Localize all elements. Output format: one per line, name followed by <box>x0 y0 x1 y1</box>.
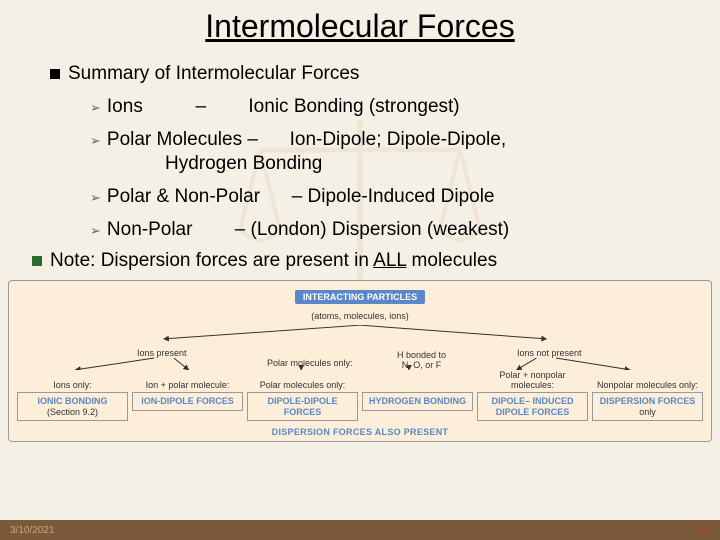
mid-branch-row: Ions present Ions not present Polar mole… <box>17 348 703 370</box>
force-col-2: Polar molecules only: DIPOLE-DIPOLE FORC… <box>247 370 358 421</box>
force-box: DIPOLE-DIPOLE FORCES <box>247 392 358 421</box>
arrow-bullet-icon: ➢ <box>90 133 101 149</box>
bullet-ions: ➢ Ions – Ionic Bonding (strongest) <box>90 95 700 120</box>
force-col-1: Ion + polar molecule: ION-DIPOLE FORCES <box>132 370 243 421</box>
summary-heading: Summary of Intermolecular Forces <box>68 63 359 85</box>
bullet-polar-molecules: ➢ Polar Molecules – Ion-Dipole; Dipole-D… <box>90 128 700 177</box>
summary-heading-row: Summary of Intermolecular Forces <box>50 63 700 85</box>
footer: 3/10/2021 35 <box>0 520 720 540</box>
force-boxes-row: Ions only: IONIC BONDING(Section 9.2) Io… <box>17 370 703 421</box>
bullet-nonpolar: ➢ Non-Polar – (London) Dispersion (weake… <box>90 218 700 243</box>
arrow-bullet-icon: ➢ <box>90 223 101 239</box>
forces-diagram: INTERACTING PARTICLES (atoms, molecules,… <box>8 280 712 442</box>
arrow-bullet-icon: ➢ <box>90 100 101 116</box>
force-box: DIPOLE– INDUCED DIPOLE FORCES <box>477 392 588 421</box>
top-branch-arrows <box>17 325 703 343</box>
force-col-0: Ions only: IONIC BONDING(Section 9.2) <box>17 370 128 421</box>
diagram-header-box: INTERACTING PARTICLES <box>295 290 425 304</box>
square-bullet-icon <box>32 256 42 266</box>
note-text: Note: Dispersion forces are present in A… <box>50 250 497 272</box>
page-title: Intermolecular Forces <box>20 8 700 45</box>
force-col-4: Polar + nonpolar molecules: DIPOLE– INDU… <box>477 370 588 421</box>
diagram-bottom-strip: DISPERSION FORCES ALSO PRESENT <box>17 427 703 437</box>
force-box: DISPERSION FORCESonly <box>592 392 703 421</box>
square-bullet-icon <box>50 69 60 79</box>
force-col-3: HYDROGEN BONDING <box>362 370 473 421</box>
footer-date: 3/10/2021 <box>10 525 55 536</box>
diagram-header: INTERACTING PARTICLES <box>17 287 703 305</box>
bullet-ions-text: Ions – Ionic Bonding (strongest) <box>107 95 460 120</box>
note-row: Note: Dispersion forces are present in A… <box>32 250 700 272</box>
footer-page: 35 <box>699 525 710 536</box>
bullet-nonpolar-text: Non-Polar – (London) Dispersion (weakest… <box>107 218 509 243</box>
bullet-polar-molecules-text: Polar Molecules – Ion-Dipole; Dipole-Dip… <box>107 128 506 177</box>
bullet-polar-nonpolar: ➢ Polar & Non-Polar – Dipole-Induced Dip… <box>90 185 700 210</box>
force-box: IONIC BONDING(Section 9.2) <box>17 392 128 421</box>
force-box: HYDROGEN BONDING <box>362 392 473 410</box>
force-box: ION-DIPOLE FORCES <box>132 392 243 410</box>
bullet-polar-nonpolar-text: Polar & Non-Polar – Dipole-Induced Dipol… <box>107 185 495 210</box>
diagram-header-sub: (atoms, molecules, ions) <box>17 311 703 321</box>
force-col-5: Nonpolar molecules only: DISPERSION FORC… <box>592 370 703 421</box>
arrow-bullet-icon: ➢ <box>90 190 101 206</box>
